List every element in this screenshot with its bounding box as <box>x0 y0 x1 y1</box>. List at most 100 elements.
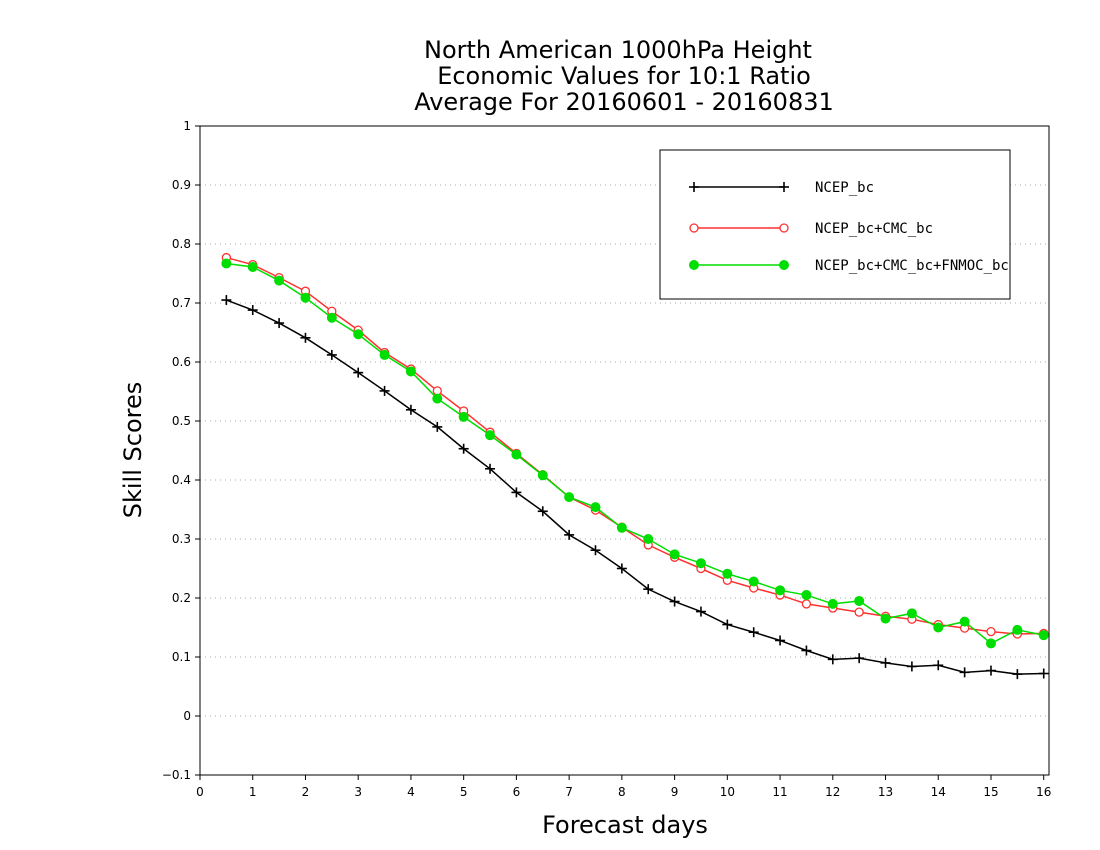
y-tick-label-3: 0.2 <box>172 591 191 605</box>
x-tick-label-6: 6 <box>513 785 521 799</box>
series-2-point-19 <box>722 568 733 579</box>
series-2-point-26 <box>906 608 917 619</box>
series-2-point-22 <box>801 590 812 601</box>
series-2-point-29 <box>985 638 996 649</box>
series-2-point-0 <box>221 258 232 269</box>
series-0-point-8 <box>432 421 443 432</box>
y-tick-label-7: 0.6 <box>172 355 191 369</box>
series-0-point-2 <box>274 318 285 329</box>
series-0-point-17 <box>669 596 680 607</box>
series-2-point-28 <box>959 616 970 627</box>
series-2-point-14 <box>590 502 601 513</box>
series-2-point-20 <box>748 576 759 587</box>
series-2-point-23 <box>827 598 838 609</box>
series-2-point-6 <box>379 349 390 360</box>
legend-marker-start-0 <box>689 182 699 192</box>
series-0-point-16 <box>643 584 654 595</box>
y-tick-label-9: 0.8 <box>172 237 191 251</box>
legend-entry-1: NCEP_bc+CMC_bc <box>689 221 933 237</box>
series-0-point-1 <box>247 305 258 316</box>
series-0-point-28 <box>959 667 970 678</box>
y-tick-label-11: 1 <box>183 119 191 133</box>
series-1-line <box>226 256 1044 635</box>
legend-marker-end-2 <box>779 260 789 270</box>
x-tick-label-8: 8 <box>618 785 626 799</box>
legend-marker-end-0 <box>779 182 789 192</box>
legend-label-2: NCEP_bc+CMC_bc+FNMOC_bc <box>815 258 1009 274</box>
series-0-point-21 <box>775 635 786 646</box>
x-tick-label-2: 2 <box>302 785 310 799</box>
title-line-2: Economic Values for 10:1 Ratio <box>437 62 811 90</box>
x-tick-label-3: 3 <box>354 785 362 799</box>
series-2-point-15 <box>616 522 627 533</box>
legend-marker-start-1 <box>689 223 699 233</box>
legend-label-0: NCEP_bc <box>815 180 874 196</box>
series-0-point-7 <box>405 404 416 415</box>
series-0-point-29 <box>985 665 996 676</box>
series-0-point-19 <box>722 619 733 630</box>
series-2-point-4 <box>326 312 337 323</box>
series-2-point-3 <box>300 292 311 303</box>
x-tick-label-15: 15 <box>983 785 998 799</box>
series-0-point-10 <box>485 463 496 474</box>
series-0-point-31 <box>1038 668 1049 679</box>
series-0-point-20 <box>748 627 759 638</box>
y-tick-label-4: 0.3 <box>172 532 191 546</box>
series-1-point-22 <box>801 599 812 609</box>
series-0-point-27 <box>933 660 944 671</box>
x-tick-label-0: 0 <box>196 785 204 799</box>
series-2-point-9 <box>458 411 469 422</box>
series-0-point-14 <box>590 545 601 556</box>
x-tick-label-16: 16 <box>1036 785 1051 799</box>
y-tick-label-5: 0.4 <box>172 473 191 487</box>
series-2-point-24 <box>854 595 865 606</box>
x-tick-label-13: 13 <box>878 785 893 799</box>
x-tick-label-14: 14 <box>931 785 946 799</box>
legend-marker-end-1 <box>779 223 789 233</box>
series-0-point-3 <box>300 332 311 343</box>
x-tick-label-9: 9 <box>671 785 679 799</box>
series-2-point-31 <box>1038 630 1049 641</box>
series-0-point-30 <box>1012 669 1023 680</box>
series-0-point-22 <box>801 645 812 656</box>
series-0-point-15 <box>616 563 627 574</box>
x-tick-label-11: 11 <box>772 785 787 799</box>
chart-title: North American 1000hPa Height Economic V… <box>414 36 834 116</box>
series-0-point-12 <box>537 506 548 517</box>
series-2-point-25 <box>880 613 891 624</box>
series-0-point-18 <box>695 606 706 617</box>
series-0-point-26 <box>906 661 917 672</box>
legend-entry-0: NCEP_bc <box>689 180 874 196</box>
series-0-point-24 <box>854 653 865 664</box>
plot-frame <box>199 125 1050 776</box>
series-2-point-7 <box>405 366 416 377</box>
title-line-3: Average For 20160601 - 20160831 <box>414 88 834 116</box>
y-tick-label-2: 0.1 <box>172 650 191 664</box>
y-tick-label-10: 0.9 <box>172 178 191 192</box>
x-tick-label-1: 1 <box>249 785 257 799</box>
y-tick-label-1: 0 <box>183 709 191 723</box>
series-1-point-29 <box>986 626 996 637</box>
series-2-point-18 <box>695 558 706 569</box>
legend: NCEP_bc NCEP_bc+CMC_bc NCEP_bc+CMC_bc+FNMO… <box>659 149 1011 300</box>
series-0-point-5 <box>353 367 364 378</box>
x-tick-label-10: 10 <box>720 785 735 799</box>
series-2-point-10 <box>485 430 496 441</box>
series-0-point-11 <box>511 487 522 498</box>
x-tick-label-7: 7 <box>565 785 573 799</box>
legend-entry-2: NCEP_bc+CMC_bc+FNMOC_bc <box>689 258 1009 274</box>
series-2-point-17 <box>669 549 680 560</box>
series-lines <box>221 252 1049 680</box>
series-0-point-13 <box>564 529 575 540</box>
y-tick-label-6: 0.5 <box>172 414 191 428</box>
series-2-point-21 <box>775 585 786 596</box>
series-0-point-6 <box>379 385 390 396</box>
series-2-point-2 <box>274 275 285 286</box>
y-tick-label-0: −0.1 <box>162 768 191 782</box>
legend-box <box>659 149 1011 300</box>
series-2-point-12 <box>537 470 548 481</box>
y-tick-label-8: 0.7 <box>172 296 191 310</box>
series-0 <box>221 295 1049 680</box>
x-tick-label-4: 4 <box>407 785 415 799</box>
series-2-point-1 <box>247 262 258 273</box>
